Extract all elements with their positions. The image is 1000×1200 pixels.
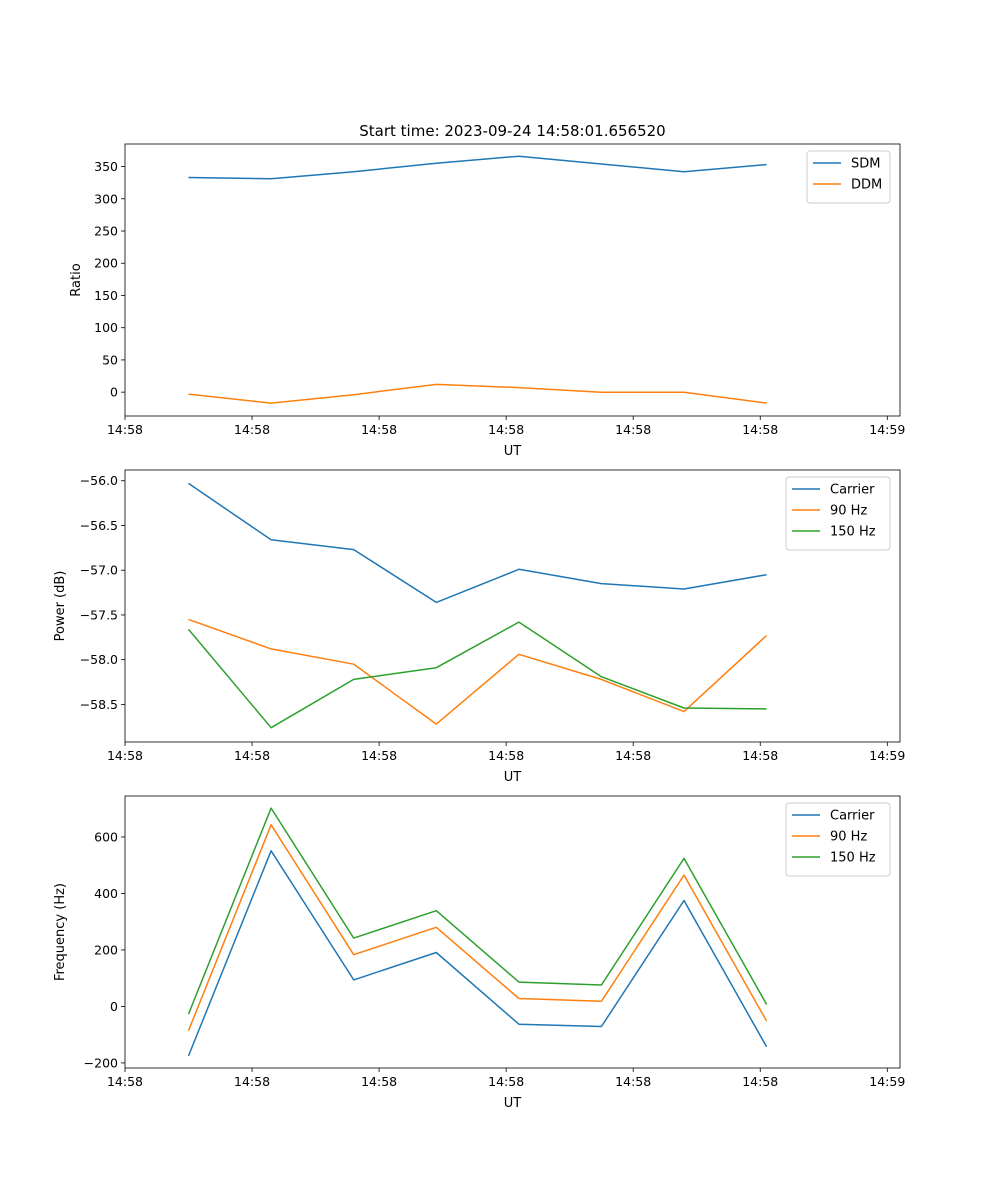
x-tick-label: 14:58 (742, 1074, 778, 1089)
axes-frame (124, 469, 901, 743)
y-tick-label: −57.5 (80, 607, 118, 622)
legend-label: 90 Hz (830, 830, 867, 845)
axes-frame (124, 795, 901, 1069)
y-tick-label: 600 (94, 829, 118, 844)
x-tick-label: 14:58 (361, 1074, 397, 1089)
y-tick-label: −56.0 (80, 473, 118, 488)
x-tick-label: 14:59 (869, 422, 905, 437)
x-tick-label: 14:58 (488, 748, 524, 763)
legend-label: DDM (851, 178, 882, 193)
series-line-150-hz (187, 807, 768, 1015)
x-tick-label: 14:58 (107, 422, 143, 437)
y-tick-label: 200 (94, 942, 118, 957)
x-axis-label: UT (504, 770, 522, 785)
legend-label: 150 Hz (830, 525, 876, 540)
y-axis-label: Frequency (Hz) (53, 883, 68, 981)
x-tick-label: 14:58 (742, 422, 778, 437)
legend-label: 150 Hz (830, 851, 876, 866)
axes-frame (124, 143, 901, 417)
y-tick-label: −200 (84, 1055, 118, 1070)
x-tick-label: 14:58 (615, 748, 651, 763)
x-tick-label: 14:58 (361, 422, 397, 437)
x-tick-label: 14:59 (869, 748, 905, 763)
series-line-ddm (188, 383, 767, 404)
legend-label: Carrier (830, 809, 875, 824)
legend-label: 90 Hz (830, 504, 867, 519)
axes-panel-3: 14:58 14:58 14:58 14:58 14:58 14:58 14:59 −200 0… (53, 795, 905, 1111)
y-tick-label: 250 (94, 224, 118, 239)
x-axis-label: UT (504, 444, 522, 459)
legend-box (806, 150, 891, 204)
x-tick-label: 14:59 (869, 1074, 905, 1089)
x-tick-label: 14:58 (488, 1074, 524, 1089)
y-tick-label: 300 (94, 191, 118, 206)
y-tick-label: 0 (110, 999, 118, 1014)
axes-panel-1: 14:58 14:58 14:58 14:58 14:58 14:58 14:59 0 50 10… (69, 122, 905, 459)
y-tick-label: 400 (94, 886, 118, 901)
series-line-90-hz (187, 824, 768, 1031)
x-tick-label: 14:58 (488, 422, 524, 437)
x-tick-label: 14:58 (234, 748, 270, 763)
y-tick-label: 0 (110, 385, 118, 400)
series-line-sdm (188, 155, 767, 180)
series-line-90-hz (188, 618, 768, 725)
legend: Carrier 90 Hz 150 Hz (785, 476, 891, 551)
x-tick-label: 14:58 (107, 748, 143, 763)
y-axis-label: Ratio (69, 263, 84, 296)
y-tick-label: −56.5 (80, 518, 118, 533)
y-axis-label: Power (dB) (53, 571, 68, 642)
axes-panel-2: 14:58 14:58 14:58 14:58 14:58 14:58 14:59 −58.5… (53, 469, 905, 785)
legend-label: SDM (851, 157, 880, 172)
chart-title: Start time: 2023-09-24 14:58:01.656520 (359, 122, 665, 140)
x-axis-label: UT (504, 1096, 522, 1111)
x-tick-label: 14:58 (361, 748, 397, 763)
y-tick-label: −58.5 (80, 697, 118, 712)
x-tick-label: 14:58 (742, 748, 778, 763)
x-tick-label: 14:58 (234, 422, 270, 437)
x-tick-label: 14:58 (107, 1074, 143, 1089)
y-tick-label: 50 (102, 352, 118, 367)
series-line-carrier (188, 482, 767, 604)
legend: SDM DDM (806, 150, 891, 204)
legend-label: Carrier (830, 483, 875, 498)
y-tick-label: 350 (94, 159, 118, 174)
x-tick-label: 14:58 (615, 1074, 651, 1089)
y-tick-label: 200 (94, 256, 118, 271)
y-tick-label: −58.0 (80, 652, 118, 667)
legend: Carrier 90 Hz 150 Hz (785, 802, 891, 877)
series-line-150-hz (187, 621, 767, 729)
x-tick-label: 14:58 (615, 422, 651, 437)
series-line-carrier (187, 850, 768, 1057)
y-tick-label: 150 (94, 288, 118, 303)
y-tick-label: 100 (94, 320, 118, 335)
y-tick-label: −57.0 (80, 563, 118, 578)
x-tick-label: 14:58 (234, 1074, 270, 1089)
